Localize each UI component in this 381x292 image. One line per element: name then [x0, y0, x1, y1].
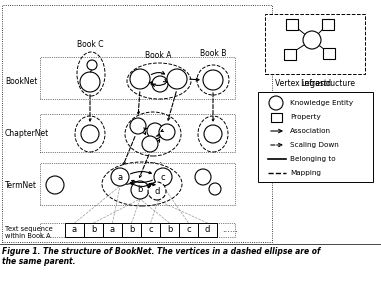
Circle shape — [167, 69, 187, 89]
Bar — [284, 48, 296, 60]
Circle shape — [46, 176, 64, 194]
Circle shape — [269, 96, 283, 110]
Bar — [322, 18, 334, 29]
Text: ChapterNet: ChapterNet — [5, 129, 49, 138]
Bar — [286, 18, 298, 29]
Bar — [0, 244, 381, 292]
Text: c: c — [186, 225, 191, 234]
Bar — [40, 163, 235, 205]
Bar — [271, 112, 282, 121]
Text: b: b — [91, 225, 96, 234]
Text: a: a — [72, 225, 77, 234]
Circle shape — [195, 169, 211, 185]
Circle shape — [209, 183, 221, 195]
Text: Scaling Down: Scaling Down — [290, 142, 339, 148]
Circle shape — [159, 124, 175, 140]
Bar — [65, 223, 84, 237]
Bar — [265, 14, 365, 74]
Circle shape — [147, 123, 163, 139]
Text: d: d — [205, 225, 210, 234]
Circle shape — [152, 76, 168, 92]
Bar — [141, 223, 160, 237]
Text: b: b — [167, 225, 172, 234]
Text: Legend: Legend — [300, 79, 331, 88]
Bar — [2, 5, 272, 242]
Bar — [103, 223, 122, 237]
Bar — [40, 114, 235, 152]
Text: Association: Association — [290, 128, 331, 134]
Text: Mapping: Mapping — [290, 170, 321, 176]
Bar — [258, 92, 373, 182]
Text: . . .: . . . — [147, 155, 163, 165]
Text: TermNet: TermNet — [5, 180, 37, 190]
Text: Book A: Book A — [145, 51, 171, 60]
Circle shape — [303, 31, 321, 49]
Circle shape — [203, 70, 223, 90]
Text: Belonging to: Belonging to — [290, 156, 336, 162]
Circle shape — [81, 125, 99, 143]
Circle shape — [80, 72, 100, 92]
Circle shape — [154, 168, 172, 186]
Text: d: d — [154, 187, 160, 196]
Circle shape — [111, 168, 129, 186]
Text: Text sequence
within Book A: Text sequence within Book A — [5, 225, 53, 239]
Circle shape — [130, 69, 150, 89]
Circle shape — [130, 118, 146, 134]
Text: a: a — [110, 225, 115, 234]
Text: Knowledge Entity: Knowledge Entity — [290, 100, 353, 106]
Text: Property: Property — [290, 114, 321, 120]
Text: Figure 1. The structure of BookNet. The vertices in a dashed ellipse are of
the : Figure 1. The structure of BookNet. The … — [2, 247, 320, 266]
Circle shape — [131, 181, 149, 199]
Bar — [122, 223, 141, 237]
Bar — [40, 57, 235, 99]
Circle shape — [148, 182, 166, 200]
Bar — [198, 223, 217, 237]
Text: b: b — [137, 185, 143, 194]
Bar — [323, 48, 335, 58]
Text: Book C: Book C — [77, 40, 103, 49]
Bar — [0, 0, 381, 244]
Bar — [40, 223, 235, 237]
Circle shape — [142, 136, 158, 152]
Text: c: c — [161, 173, 165, 182]
Text: a: a — [117, 173, 123, 182]
Text: Book B: Book B — [200, 49, 226, 58]
Text: Vertex infrastructure: Vertex infrastructure — [275, 79, 355, 88]
Bar — [179, 223, 198, 237]
Circle shape — [204, 125, 222, 143]
Text: b: b — [129, 225, 134, 234]
Text: BookNet: BookNet — [5, 77, 37, 86]
Bar — [84, 223, 103, 237]
Circle shape — [87, 60, 97, 70]
Text: ......: ...... — [222, 225, 238, 234]
Text: c: c — [148, 225, 153, 234]
Bar — [160, 223, 179, 237]
